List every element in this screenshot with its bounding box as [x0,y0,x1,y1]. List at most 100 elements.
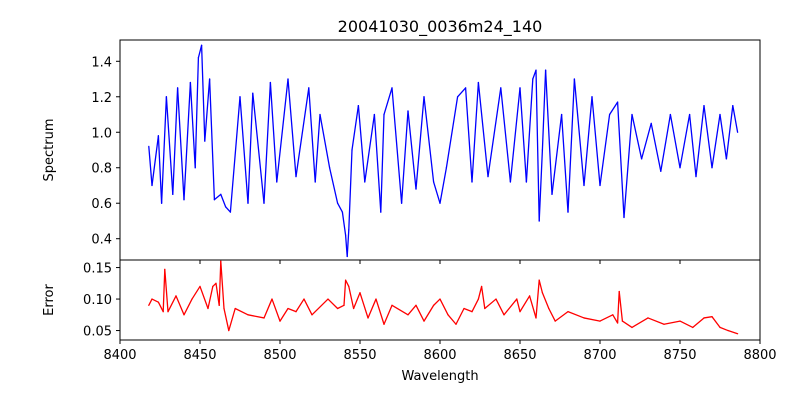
error-line-segment [692,317,705,329]
spectrum-line-segment [616,101,625,219]
spectrum-line-segment [220,193,227,208]
spectrum-line-segment [432,181,441,204]
error-line-segment [583,317,601,322]
spectrum-line-segment [541,69,547,151]
error-line-segment [199,285,209,310]
error-line-segment [432,298,441,307]
error-line-segment [327,298,339,310]
error-line-segment [484,298,497,310]
spectrum-line-segment [239,96,249,204]
spectrum-y-tick-label: 1.0 [91,126,112,141]
spectrum-line-segment [400,110,409,204]
spectrum-line-segment [383,87,393,116]
error-line-segment [503,298,518,316]
spectrum-line-segment [725,105,734,160]
spectrum-line-segment [263,81,272,204]
error-line-segment [207,285,214,310]
error-line-segment [157,301,164,313]
error-line-segment [423,304,435,322]
spectrum-line-segment [640,122,652,160]
spectrum-line-segment [623,113,633,219]
error-line-segment [679,320,694,329]
error-line-segment [535,279,540,319]
x-tick-label: 8400 [103,348,136,363]
spectrum-line-segment [471,81,480,183]
error-x-axis: 8400 8450 8500 8550 8600 8650 8700 8750 8800 [103,340,777,363]
spectrum-line-segment [348,149,353,231]
spectrum-series-line [148,44,739,258]
spectrum-line-segment [500,87,512,183]
spectrum-line-segment [415,96,425,190]
spectrum-line-segment [208,78,216,201]
error-line-segment [223,307,230,332]
spectrum-line-segment [544,69,553,196]
error-line-segment [567,310,585,319]
spectrum-line-segment [229,96,241,213]
spectrum-line-segment [711,113,721,169]
x-tick-label: 8650 [503,348,536,363]
spectrum-line-segment [573,78,585,187]
error-line-segment [348,285,355,310]
spectrum-line-segment [456,87,467,98]
spectrum-line-segment [373,113,382,213]
spectrum-line-segment [148,145,153,187]
spectrum-line-segment [669,113,681,169]
error-line-segment [616,290,620,324]
spectrum-line-segment [525,78,534,183]
error-line-segment [148,298,153,307]
spectrum-y-tick-label: 1.2 [91,91,112,106]
error-line-segment [447,314,457,325]
spectrum-line-segment [445,96,459,169]
error-line-segment [621,320,633,329]
error-line-segment [538,279,544,294]
spectrum-line-segment [276,78,289,183]
error-line-segment [343,279,347,307]
spectrum-line-segment [535,69,540,222]
x-tick-label: 8800 [743,348,776,363]
spectrum-line-segment [172,87,179,196]
spectrum-line-segment [591,96,601,187]
spectrum-line-segment [599,113,611,187]
error-line-segment [375,298,385,325]
error-line-segment [295,298,305,313]
spectrum-line-segment [439,167,448,204]
spectrum-line-segment [252,92,265,204]
spectrum-line-segment [151,135,160,187]
error-series-line [148,260,739,335]
error-line-segment [663,320,681,325]
spectrum-line-segment [351,105,360,151]
error-line-segment [477,285,483,300]
error-y-tick-label: 0.10 [83,293,112,308]
spectrum-line-segment [650,122,662,172]
error-line-segment [167,295,177,313]
spectrum-line-segment [477,81,489,178]
error-line-segment [183,298,193,316]
x-axis-label: Wavelength [401,369,478,384]
error-line-segment [439,298,449,316]
error-line-segment [711,316,721,329]
spectrum-line-segment [695,105,705,178]
chart-title: 20041030_0036m24_140 [338,17,543,37]
spectrum-line-segment [487,87,502,178]
error-line-segment [618,290,624,322]
spectrum-y-label: Spectrum [42,119,57,182]
spectrum-panel: 0.4 0.6 0.8 1.0 1.2 1.4 Spectrum [42,39,761,264]
error-line-segment [703,316,713,319]
spectrum-line-segment [314,113,321,183]
error-line-segment [516,298,521,313]
spectrum-line-segment [380,113,385,213]
error-line-segment [519,295,531,313]
error-line-segment [162,268,166,313]
error-line-segment [548,307,556,322]
spectrum-line-segment [247,92,254,204]
spectrum-line-segment [336,202,344,213]
error-line-segment [215,282,220,307]
error-line-segment [415,304,425,322]
error-line-segment [234,307,249,316]
spectrum-line-segment [560,113,569,213]
spectrum-line-segment [719,113,728,160]
spectrum-line-segment [341,211,347,236]
spectrum-line-segment [176,87,185,201]
